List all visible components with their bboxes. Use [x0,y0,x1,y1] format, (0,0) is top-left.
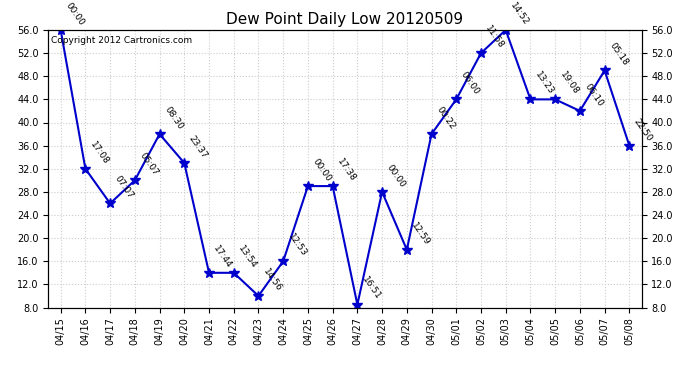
Text: 07:07: 07:07 [113,174,135,201]
Text: 17:44: 17:44 [212,244,234,270]
Text: 00:00: 00:00 [385,163,407,189]
Text: 16:51: 16:51 [360,276,382,302]
Text: 12:53: 12:53 [286,232,308,258]
Text: 11:58: 11:58 [484,24,506,50]
Text: Copyright 2012 Cartronics.com: Copyright 2012 Cartronics.com [51,36,193,45]
Text: 00:00: 00:00 [310,157,333,183]
Text: 13:23: 13:23 [533,70,555,97]
Text: 17:08: 17:08 [88,140,110,166]
Text: 14:52: 14:52 [509,1,531,27]
Text: 06:10: 06:10 [582,82,605,108]
Text: 05:18: 05:18 [607,41,629,68]
Text: 17:38: 17:38 [335,157,357,183]
Text: 23:37: 23:37 [187,134,209,160]
Text: 05:07: 05:07 [137,151,160,177]
Text: 22:50: 22:50 [632,117,654,143]
Text: 19:08: 19:08 [558,70,580,97]
Text: 08:30: 08:30 [162,105,184,131]
Text: 14:56: 14:56 [262,267,284,293]
Title: Dew Point Daily Low 20120509: Dew Point Daily Low 20120509 [226,12,464,27]
Text: 00:00: 00:00 [63,1,86,27]
Text: 12:59: 12:59 [410,220,432,247]
Text: 00:22: 00:22 [434,105,456,131]
Text: 13:54: 13:54 [237,244,259,270]
Text: 06:00: 06:00 [459,70,481,97]
